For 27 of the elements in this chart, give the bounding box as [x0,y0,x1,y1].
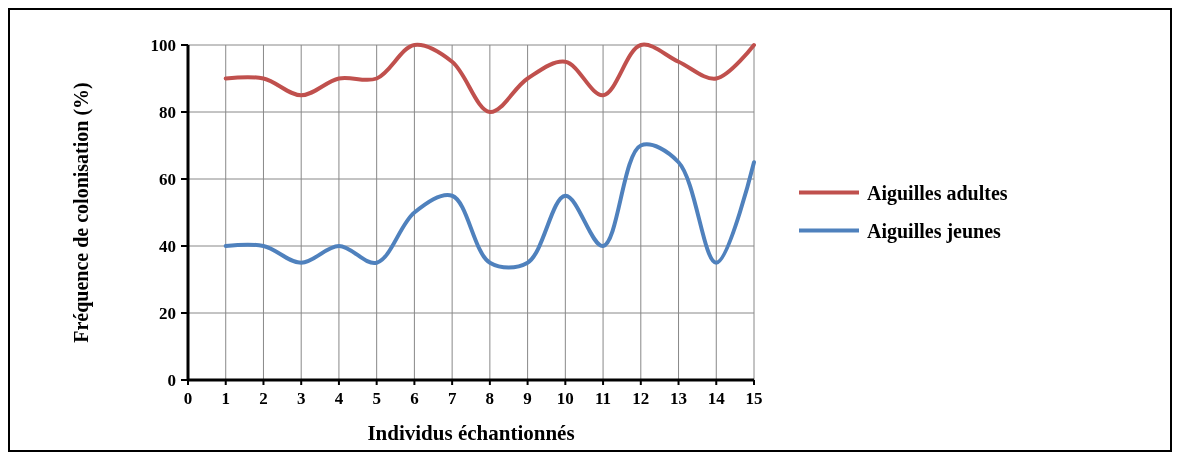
legend-label: Aiguilles jeunes [867,219,1002,243]
legend-label: Aiguilles adultes [867,181,1008,205]
x-tick-label: 9 [523,389,532,408]
y-axis-title: Fréquence de colonisation (%) [70,82,93,343]
x-tick-label: 5 [372,389,381,408]
x-tick-label: 14 [707,389,726,408]
y-tick-label: 100 [150,35,176,55]
x-tick-label: 15 [745,389,763,408]
x-tick-label: 1 [221,389,230,408]
x-axis-title: Individus échantionnés [367,421,575,445]
x-tick-label: 6 [410,389,419,408]
y-tick-label: 80 [159,102,176,122]
x-tick-label: 3 [296,389,306,408]
x-tick-label: 10 [556,389,574,408]
y-tick-label: 0 [167,370,176,390]
x-tick-label: 8 [485,389,495,408]
x-tick-label: 13 [670,389,688,408]
x-tick-label: 12 [632,389,650,408]
y-tick-label: 60 [159,169,176,189]
x-tick-label: 0 [183,389,193,408]
x-tick-label: 11 [595,389,612,408]
x-tick-label: 2 [259,389,268,408]
y-tick-label: 40 [159,236,176,256]
y-tick-label: 20 [159,303,176,323]
x-tick-label: 7 [447,389,457,408]
x-tick-label: 4 [334,389,344,408]
line-series [223,42,756,114]
